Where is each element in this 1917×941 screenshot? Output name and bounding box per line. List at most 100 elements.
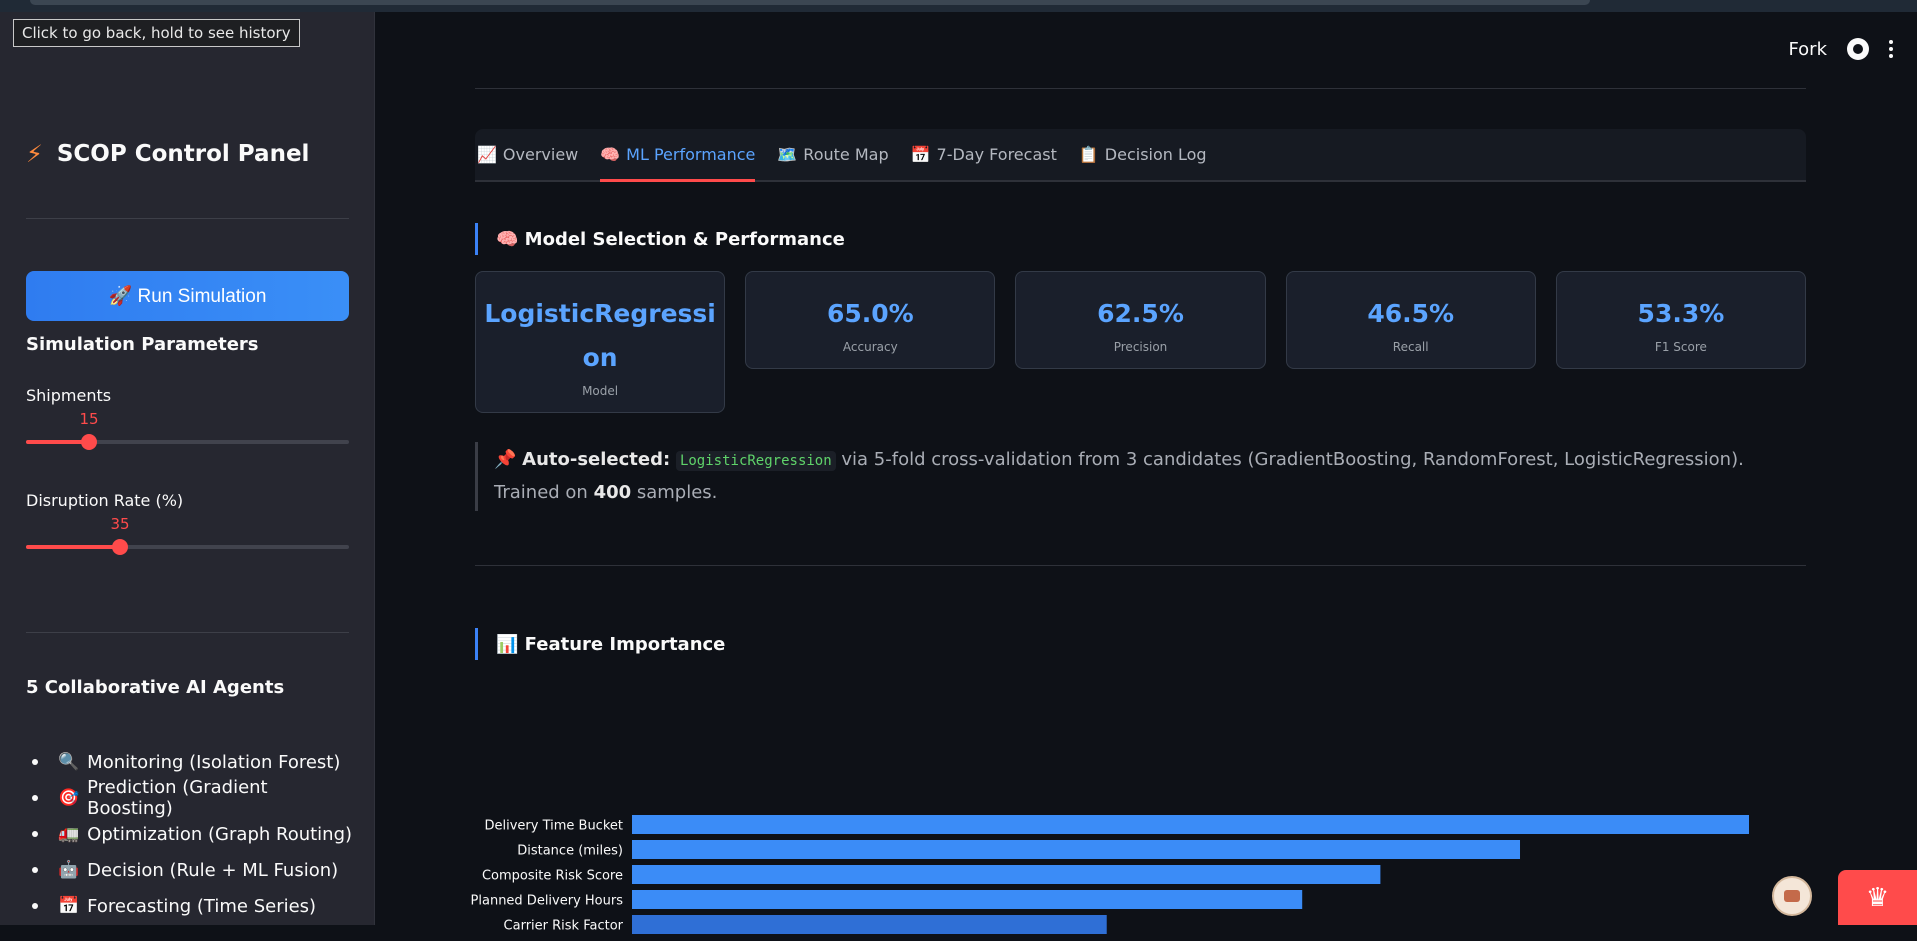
- tab-ml-performance[interactable]: 🧠 ML Performance: [600, 129, 756, 182]
- slider-rail: [26, 440, 349, 444]
- sidebar-divider: [26, 632, 349, 633]
- fork-link[interactable]: Fork: [1788, 38, 1827, 60]
- tab-icon: 🗺️: [777, 145, 798, 164]
- auto-selected-note: 📌 Auto-selected: LogisticRegression via …: [475, 442, 1806, 511]
- feature-bar: [632, 815, 1749, 834]
- tab-icon: 🧠: [600, 145, 621, 164]
- tab-label: Overview: [502, 145, 579, 164]
- agent-icon: 🚛: [58, 824, 80, 844]
- bullet-icon: [32, 903, 38, 909]
- agents-list: 🔍 Monitoring (Isolation Forest) 🎯 Predictio…: [26, 744, 356, 924]
- shipments-slider[interactable]: 15: [26, 410, 349, 456]
- crown-icon[interactable]: ♛: [1838, 870, 1917, 925]
- app-header: Fork: [1788, 38, 1917, 60]
- tab-icon: 📅: [910, 145, 931, 164]
- tab-decision-log[interactable]: 📋 Decision Log: [1079, 129, 1207, 180]
- disruption-rate-slider[interactable]: 35: [26, 515, 349, 561]
- slider-fill: [26, 440, 89, 444]
- feature-label: Planned Delivery Hours: [471, 894, 624, 909]
- run-simulation-button[interactable]: 🚀 Run Simulation: [26, 271, 349, 321]
- shipments-label: Shipments: [26, 386, 112, 405]
- agent-label: Prediction (Gradient Boosting): [87, 777, 268, 819]
- disruption-rate-label: Disruption Rate (%): [26, 491, 184, 510]
- note-sample-count: 400: [593, 482, 632, 503]
- feature-importance-svg: Delivery Time Bucket Distance (miles) Comp…: [471, 815, 1749, 934]
- slider-rail: [26, 545, 349, 549]
- tab-route-map[interactable]: 🗺️ Route Map: [777, 129, 888, 180]
- feature-bar: [632, 840, 1521, 859]
- slider-thumb[interactable]: [81, 434, 97, 450]
- metric-card-f1-score: 53.3% F1 Score: [1555, 271, 1807, 369]
- sidebar-title-text: SCOP Control Panel: [56, 141, 310, 167]
- browser-top-bar: [0, 0, 1917, 12]
- main-menu-icon[interactable]: [1889, 40, 1893, 58]
- metric-card-precision: 62.5% Precision: [1015, 271, 1266, 369]
- metric-card-accuracy: 65.0% Accuracy: [745, 271, 996, 369]
- tab-label: Route Map: [803, 145, 889, 164]
- agent-list-item: 🤖 Decision (Rule + ML Fusion): [26, 852, 356, 888]
- agent-label: Decision (Rule + ML Fusion): [87, 859, 339, 881]
- metric-label: Accuracy: [842, 340, 898, 354]
- bullet-icon: [32, 795, 38, 801]
- feature-importance-chart: Delivery Time Bucket Distance (miles) Comp…: [471, 797, 1806, 937]
- feature-label: Distance (miles): [517, 844, 623, 859]
- feature-label: Carrier Risk Factor: [504, 919, 624, 934]
- lightning-icon: ⚡: [26, 140, 43, 168]
- sidebar: ⚡ SCOP Control Panel 🚀 Run Simulation Si…: [0, 12, 375, 925]
- metric-value: 65.0%: [826, 299, 914, 328]
- slider-thumb[interactable]: [112, 539, 128, 555]
- note-bold: Auto-selected:: [522, 449, 671, 470]
- browser-tab-strip: [30, 0, 1590, 5]
- tab-label: ML Performance: [626, 145, 756, 164]
- feature-label: Delivery Time Bucket: [484, 819, 623, 834]
- tab-7-day-forecast[interactable]: 📅 7-Day Forecast: [911, 129, 1057, 180]
- agent-icon: 🤖: [58, 860, 80, 880]
- slider-fill: [26, 545, 120, 549]
- user-avatar[interactable]: [1772, 876, 1812, 916]
- metric-card-model: LogisticRegression Model: [475, 271, 726, 413]
- github-icon[interactable]: [1847, 38, 1869, 60]
- agent-icon: 📅: [58, 896, 80, 916]
- agent-list-item: 🚛 Optimization (Graph Routing): [26, 816, 356, 852]
- bullet-icon: [32, 831, 38, 837]
- tab-label: 7-Day Forecast: [936, 145, 1057, 164]
- agent-icon: 🎯: [57, 788, 80, 808]
- agent-list-item: 📅 Forecasting (Time Series): [26, 888, 356, 924]
- metrics-row: LogisticRegression Model 65.0% Accuracy 62.5…: [475, 271, 1807, 413]
- section-divider: [475, 565, 1806, 566]
- model-section-title: 🧠 Model Selection & Performance: [475, 223, 845, 255]
- note-text: via 5-fold cross-validation from 3 candi…: [494, 449, 1744, 503]
- feature-bar: [632, 865, 1381, 884]
- feature-label: Composite Risk Score: [482, 869, 623, 884]
- bullet-icon: [32, 867, 38, 873]
- tab-overview[interactable]: 📈 Overview: [477, 129, 578, 180]
- top-divider: [475, 88, 1806, 89]
- metric-value: 53.3%: [1637, 299, 1725, 328]
- bullet-icon: [32, 759, 38, 765]
- sidebar-divider: [26, 218, 349, 219]
- tab-icon: 📋: [1078, 145, 1099, 164]
- agent-icon: 🔍: [58, 752, 80, 772]
- back-button-tooltip: Click to go back, hold to see history: [13, 19, 300, 47]
- agent-label: Monitoring (Isolation Forest): [87, 751, 341, 773]
- metric-label: Precision: [1113, 340, 1168, 354]
- agents-heading: 5 Collaborative AI Agents: [26, 677, 285, 698]
- slider-value: 15: [79, 410, 99, 428]
- agent-list-item: 🎯 Prediction (Gradient Boosting): [26, 777, 356, 819]
- tab-bar: 📈 Overview 🧠 ML Performance 🗺️ Route Map 📅 7-Da…: [475, 129, 1806, 182]
- agent-label: Forecasting (Time Series): [87, 895, 317, 917]
- metric-value: 62.5%: [1097, 299, 1184, 328]
- agent-list-item: 🔍 Monitoring (Isolation Forest): [26, 744, 356, 780]
- sidebar-title: ⚡ SCOP Control Panel: [26, 140, 309, 168]
- metric-value: LogisticRegression: [484, 299, 716, 372]
- agent-label: Optimization (Graph Routing): [87, 823, 353, 845]
- tab-icon: 📈: [477, 145, 497, 164]
- tab-label: Decision Log: [1104, 145, 1207, 164]
- metric-label: Recall: [1392, 340, 1429, 354]
- pin-icon: 📌: [494, 449, 523, 470]
- feature-bar: [632, 890, 1303, 909]
- note-suffix: samples.: [631, 482, 718, 503]
- main-content: Fork 📈 Overview 🧠 ML Performance 🗺️ Route Map…: [376, 12, 1917, 934]
- metric-label: Model: [582, 384, 619, 398]
- slider-value: 35: [110, 515, 130, 533]
